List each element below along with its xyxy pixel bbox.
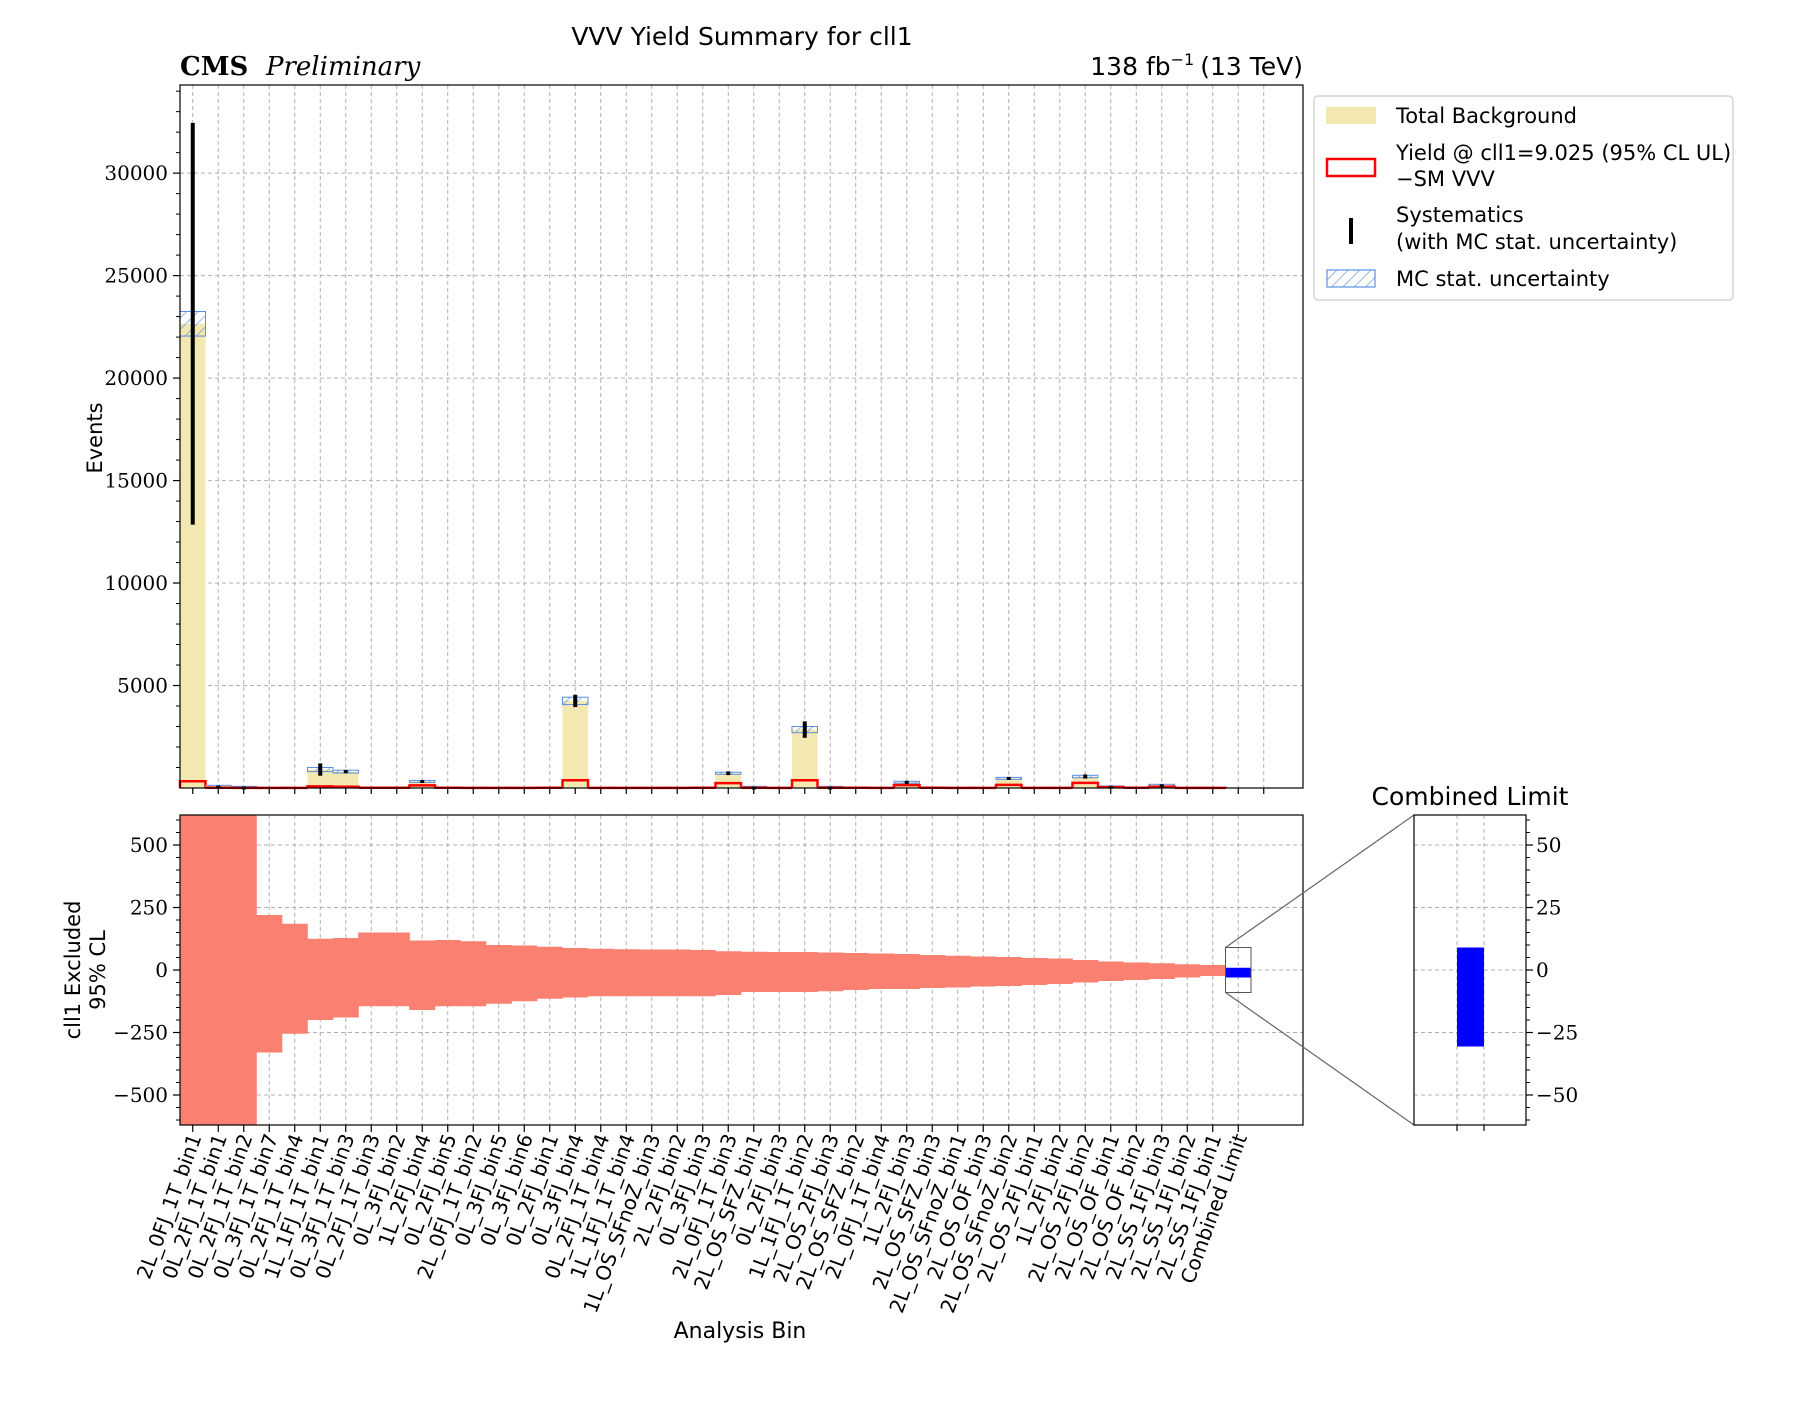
limit-band-bar <box>256 915 282 1053</box>
systematics-bar <box>1083 774 1087 778</box>
limit-band-bar <box>333 938 359 1018</box>
legend-label-mcstat: MC stat. uncertainty <box>1396 267 1610 291</box>
systematics-bar <box>344 770 348 773</box>
legend-label-systematics-line2: (with MC stat. uncertainty) <box>1396 230 1677 254</box>
limit-band-bar <box>180 815 206 1125</box>
limit-band-bar <box>766 952 792 992</box>
limit-band-bar <box>537 947 563 999</box>
limit-band-bar <box>1072 960 1098 983</box>
limit-band-bar <box>843 953 869 990</box>
limit-band-bar <box>894 954 920 989</box>
background-bar <box>563 701 589 788</box>
bottom-y-tick-label: 500 <box>130 833 168 857</box>
limit-band-bar <box>996 957 1022 986</box>
limit-band-bar <box>1149 963 1175 979</box>
systematics-bar <box>191 123 195 525</box>
limit-band-bar <box>639 950 665 997</box>
combined-limit-inset: −50 −25 0 25 50 <box>1414 815 1578 1131</box>
limit-band-bar <box>205 815 231 1125</box>
limit-band-bar <box>1123 963 1149 981</box>
inset-combined-bar <box>1457 948 1484 1047</box>
inset-title: Combined Limit <box>1372 782 1569 811</box>
limit-band-bar <box>690 950 716 996</box>
yields-panel: 5000 10000 15000 20000 25000 30000 <box>104 85 1303 794</box>
systematics-bar <box>318 763 322 775</box>
limit-band-bar <box>1200 965 1226 976</box>
bottom-y-tick-label: −250 <box>113 1021 168 1045</box>
limit-band-bar <box>817 953 843 992</box>
bottom-y-tick-label: 250 <box>130 896 168 920</box>
combined-limit-bar <box>1225 968 1251 978</box>
limit-band-bar <box>1021 958 1047 985</box>
legend: Total Background Yield @ cll1=9.025 (95%… <box>1314 96 1733 300</box>
limit-band-bar <box>792 952 818 992</box>
inset-y-tick-label: −50 <box>1536 1083 1578 1107</box>
limit-band-bar <box>358 933 384 1007</box>
legend-swatch-background <box>1326 107 1376 124</box>
top-y-tick-label: 25000 <box>104 264 168 288</box>
top-y-tick-label: 15000 <box>104 469 168 493</box>
lumi-label: 138 fb−1(13 TeV) <box>1090 50 1303 81</box>
systematics-bar <box>905 781 909 784</box>
limit-band-bar <box>613 949 639 996</box>
systematics-bar <box>1007 777 1011 780</box>
zoom-connector-top <box>1226 815 1415 948</box>
legend-label-signal-line1: Yield @ cll1=9.025 (95% CL UL) <box>1395 141 1731 165</box>
limit-band-bar <box>231 815 257 1125</box>
systematics-bar <box>1160 784 1164 787</box>
legend-swatch-systematics <box>1349 218 1353 244</box>
limit-band-bar <box>970 957 996 987</box>
limit-band-bar <box>307 939 333 1020</box>
limit-band-bar <box>384 933 410 1007</box>
limit-band-bar <box>588 949 614 997</box>
inset-y-tick-label: 25 <box>1536 896 1561 920</box>
top-y-tick-label: 20000 <box>104 366 168 390</box>
limit-band-bar <box>460 941 486 1006</box>
systematics-bar <box>420 780 424 783</box>
limit-band-bar <box>919 955 945 988</box>
zoom-connector-bottom <box>1226 993 1415 1126</box>
inset-y-tick-label: 0 <box>1536 958 1549 982</box>
chart-title: VVV Yield Summary for cll1 <box>571 22 912 51</box>
systematics-bar <box>726 771 730 775</box>
bottom-y-axis-label-line2: 95% CL <box>86 930 110 1010</box>
top-y-axis-label: Events <box>83 402 107 473</box>
limit-band-bar <box>664 950 690 997</box>
limit-band-bar <box>562 948 588 998</box>
top-axes-frame <box>180 85 1303 788</box>
top-y-tick-label: 10000 <box>104 571 168 595</box>
systematics-bar <box>803 721 807 737</box>
status-label: Preliminary <box>265 52 421 82</box>
experiment-label: CMS <box>180 52 248 82</box>
legend-label-signal-line2: −SM VVV <box>1396 167 1495 191</box>
limit-band-bar <box>486 945 512 1004</box>
limit-band-bar <box>868 954 894 990</box>
limit-band-bar <box>282 924 308 1034</box>
limit-band-bar <box>1098 962 1124 982</box>
inset-y-tick-label: 50 <box>1536 833 1561 857</box>
limit-band-bar <box>409 941 435 1011</box>
limit-band-bar <box>741 952 767 992</box>
limit-band-bar <box>715 951 741 995</box>
limit-band-bar <box>1047 959 1073 985</box>
background-bar <box>716 773 742 788</box>
limit-band-bar <box>435 940 461 1006</box>
limit-band-bar <box>511 946 537 1002</box>
legend-label-background: Total Background <box>1395 104 1577 128</box>
limit-band-bar <box>1174 964 1200 977</box>
top-y-tick-label: 5000 <box>117 674 168 698</box>
bottom-y-tick-label: 0 <box>155 958 168 982</box>
inset-y-tick-label: −25 <box>1536 1021 1578 1045</box>
limits-panel: −500−25002505002L_0FJ_1T_bin10L_2FJ_1T_b… <box>113 815 1414 1316</box>
top-y-tick-label: 30000 <box>104 161 168 185</box>
limit-band-bar <box>945 956 971 988</box>
bottom-y-axis-label-line1: cll1 Excluded <box>61 901 85 1040</box>
legend-label-systematics-line1: Systematics <box>1396 203 1524 227</box>
systematics-bar <box>573 695 577 707</box>
x-axis-label: Analysis Bin <box>674 1319 807 1344</box>
bottom-y-tick-label: −500 <box>113 1083 168 1107</box>
legend-swatch-mcstat <box>1327 270 1375 287</box>
